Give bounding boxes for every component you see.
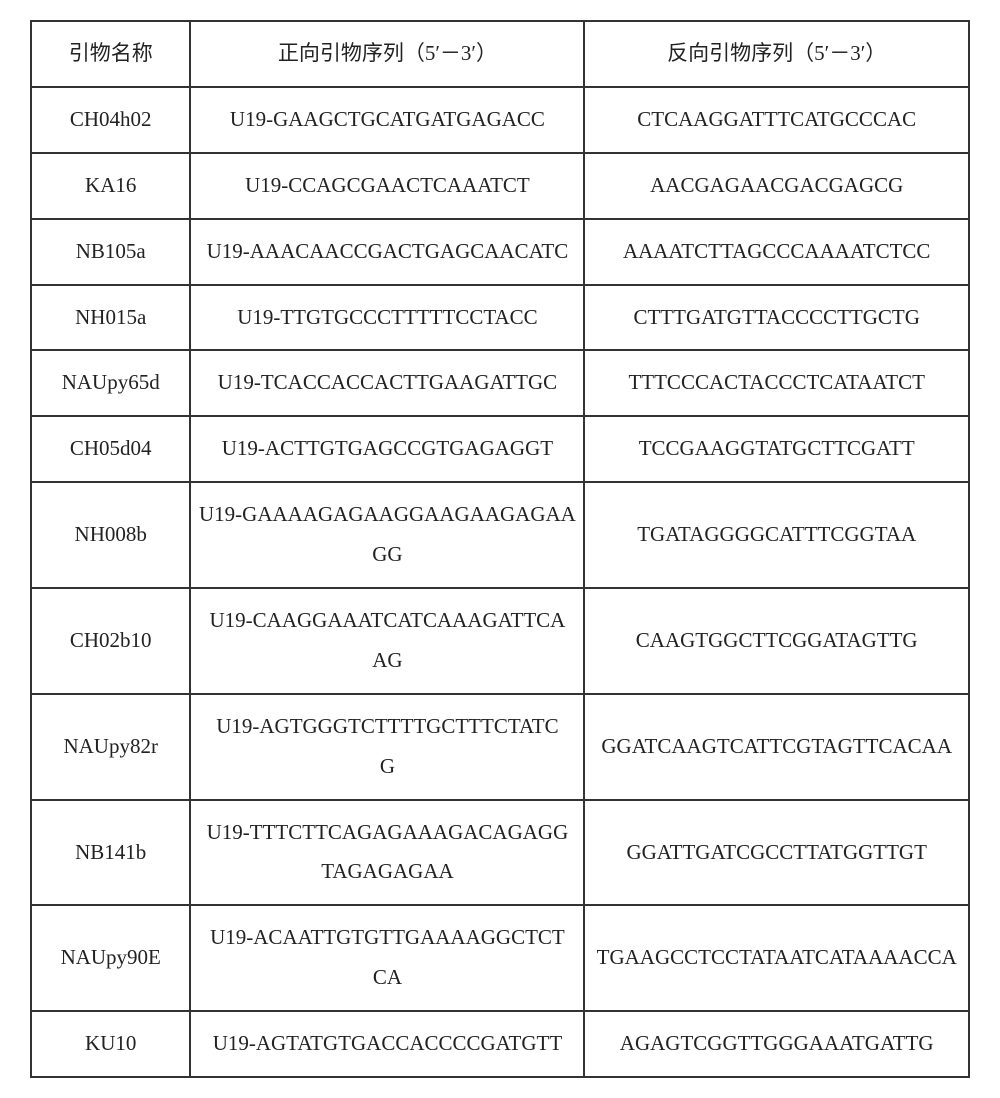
forward-seq: U19-AGTGGGTCTTTTGCTTTCTATC G — [190, 694, 584, 800]
table-row: NB105a U19-AAACAACCGACTGAGCAACATC AAAATC… — [31, 219, 969, 285]
forward-seq: U19-GAAAAGAGAAGGAAGAAGAGAA GG — [190, 482, 584, 588]
reverse-seq: CTCAAGGATTTCATGCCCAC — [584, 87, 969, 153]
table-row: NH008b U19-GAAAAGAGAAGGAAGAAGAGAA GG TGA… — [31, 482, 969, 588]
primer-name: NAUpy65d — [31, 350, 190, 416]
table-row: KA16 U19-CCAGCGAACTCAAATCT AACGAGAACGACG… — [31, 153, 969, 219]
forward-seq: U19-AAACAACCGACTGAGCAACATC — [190, 219, 584, 285]
reverse-seq: AAAATCTTAGCCCAAAATCTCC — [584, 219, 969, 285]
forward-seq: U19-GAAGCTGCATGATGAGACC — [190, 87, 584, 153]
primer-name: CH05d04 — [31, 416, 190, 482]
forward-seq: U19-ACAATTGTGTTGAAAAGGCTCT CA — [190, 905, 584, 1011]
col-header-reverse: 反向引物序列（5′－3′） — [584, 21, 969, 87]
primer-name: NAUpy90E — [31, 905, 190, 1011]
reverse-seq: TCCGAAGGTATGCTTCGATT — [584, 416, 969, 482]
reverse-seq: CTTTGATGTTACCCCTTGCTG — [584, 285, 969, 351]
reverse-seq: TGATAGGGGCATTTCGGTAA — [584, 482, 969, 588]
table-row: CH04h02 U19-GAAGCTGCATGATGAGACC CTCAAGGA… — [31, 87, 969, 153]
table-row: CH05d04 U19-ACTTGTGAGCCGTGAGAGGT TCCGAAG… — [31, 416, 969, 482]
table-body: CH04h02 U19-GAAGCTGCATGATGAGACC CTCAAGGA… — [31, 87, 969, 1077]
primer-name: NH015a — [31, 285, 190, 351]
reverse-seq: GGATTGATCGCCTTATGGTTGT — [584, 800, 969, 906]
col-header-name: 引物名称 — [31, 21, 190, 87]
forward-seq: U19-AGTATGTGACCACCCCGATGTT — [190, 1011, 584, 1077]
reverse-seq: TGAAGCCTCCTATAATCATAAAACCA — [584, 905, 969, 1011]
forward-seq: U19-TCACCACCACTTGAAGATTGC — [190, 350, 584, 416]
forward-seq: U19-TTGTGCCCTTTTTCCTACC — [190, 285, 584, 351]
primer-table-container: 引物名称 正向引物序列（5′－3′） 反向引物序列（5′－3′） CH04h02… — [0, 0, 1000, 1098]
primer-name: NB141b — [31, 800, 190, 906]
reverse-seq: AACGAGAACGACGAGCG — [584, 153, 969, 219]
forward-seq: U19-ACTTGTGAGCCGTGAGAGGT — [190, 416, 584, 482]
col-header-forward: 正向引物序列（5′－3′） — [190, 21, 584, 87]
table-row: KU10 U19-AGTATGTGACCACCCCGATGTT AGAGTCGG… — [31, 1011, 969, 1077]
reverse-seq: CAAGTGGCTTCGGATAGTTG — [584, 588, 969, 694]
table-row: NH015a U19-TTGTGCCCTTTTTCCTACC CTTTGATGT… — [31, 285, 969, 351]
primer-name: CH04h02 — [31, 87, 190, 153]
reverse-seq: AGAGTCGGTTGGGAAATGATTG — [584, 1011, 969, 1077]
primer-table: 引物名称 正向引物序列（5′－3′） 反向引物序列（5′－3′） CH04h02… — [30, 20, 970, 1078]
primer-name: KU10 — [31, 1011, 190, 1077]
table-row: CH02b10 U19-CAAGGAAATCATCAAAGATTCA AG CA… — [31, 588, 969, 694]
forward-seq: U19-CAAGGAAATCATCAAAGATTCA AG — [190, 588, 584, 694]
primer-name: NH008b — [31, 482, 190, 588]
primer-name: KA16 — [31, 153, 190, 219]
forward-seq: U19-CCAGCGAACTCAAATCT — [190, 153, 584, 219]
table-row: NB141b U19-TTTCTTCAGAGAAAGACAGAGG TAGAGA… — [31, 800, 969, 906]
reverse-seq: GGATCAAGTCATTCGTAGTTCACAA — [584, 694, 969, 800]
primer-name: NAUpy82r — [31, 694, 190, 800]
primer-name: NB105a — [31, 219, 190, 285]
table-row: NAUpy65d U19-TCACCACCACTTGAAGATTGC TTTCC… — [31, 350, 969, 416]
table-row: NAUpy82r U19-AGTGGGTCTTTTGCTTTCTATC G GG… — [31, 694, 969, 800]
primer-name: CH02b10 — [31, 588, 190, 694]
forward-seq: U19-TTTCTTCAGAGAAAGACAGAGG TAGAGAGAA — [190, 800, 584, 906]
table-row: NAUpy90E U19-ACAATTGTGTTGAAAAGGCTCT CA T… — [31, 905, 969, 1011]
reverse-seq: TTTCCCACTACCCTCATAATCT — [584, 350, 969, 416]
table-header-row: 引物名称 正向引物序列（5′－3′） 反向引物序列（5′－3′） — [31, 21, 969, 87]
